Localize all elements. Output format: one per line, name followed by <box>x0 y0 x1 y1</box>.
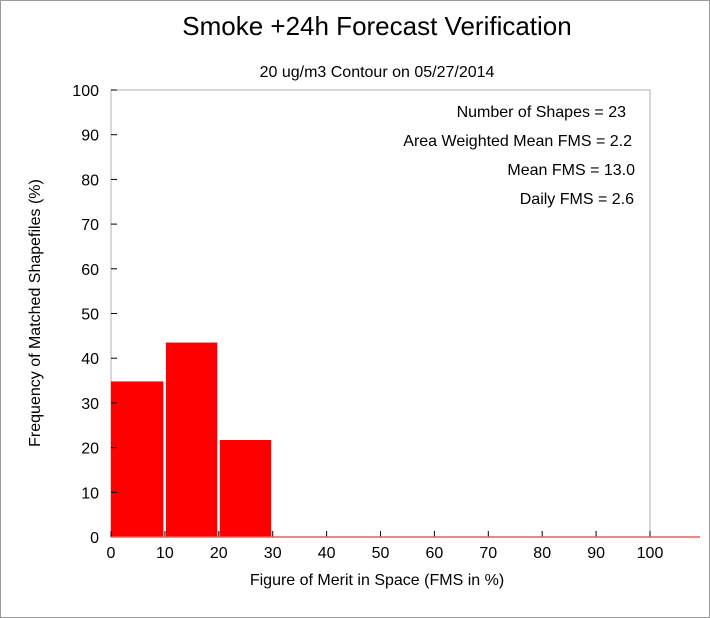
x-tick-label: 30 <box>264 545 282 562</box>
x-tick-label: 80 <box>533 545 551 562</box>
x-tick-label: 50 <box>372 545 390 562</box>
annotation-area-weighted-mean-fms: Area Weighted Mean FMS = 2.2 <box>403 133 632 150</box>
y-tick-label: 50 <box>81 307 99 324</box>
y-tick-label: 70 <box>81 217 99 234</box>
y-tick-label: 0 <box>90 530 99 547</box>
y-tick-label: 60 <box>81 262 99 279</box>
x-tick-label: 90 <box>587 545 605 562</box>
x-tick-label: 70 <box>479 545 497 562</box>
y-tick-label: 10 <box>81 485 99 502</box>
annotation-daily-fms: Daily FMS = 2.6 <box>520 191 634 208</box>
y-tick-label: 90 <box>81 128 99 145</box>
x-tick-label: 100 <box>637 545 664 562</box>
y-tick-label: 40 <box>81 351 99 368</box>
y-tick-label: 20 <box>81 441 99 458</box>
histogram-bar <box>219 440 272 537</box>
chart-subtitle: 20 ug/m3 Contour on 05/27/2014 <box>260 64 495 81</box>
y-tick-label: 80 <box>81 172 99 189</box>
annotation-number-of-shapes: Number of Shapes = 23 <box>457 104 627 121</box>
histogram-bar <box>165 342 218 537</box>
y-tick-label: 30 <box>81 396 99 413</box>
y-axis-label: Frequency of Matched Shapefiles (%) <box>27 179 44 447</box>
x-tick-label: 60 <box>426 545 444 562</box>
x-tick-label: 10 <box>156 545 174 562</box>
y-tick-label: 100 <box>72 83 99 100</box>
histogram-bars <box>111 342 272 537</box>
chart-title: Smoke +24h Forecast Verification <box>182 11 571 41</box>
histogram-bar <box>111 381 164 537</box>
x-tick-label: 0 <box>107 545 116 562</box>
x-tick-label: 40 <box>318 545 336 562</box>
y-axis-ticks: 0 10 20 30 40 50 60 70 80 90 100 <box>72 83 117 547</box>
annotation-mean-fms: Mean FMS = 13.0 <box>507 162 635 179</box>
x-axis-ticks: 0 10 20 30 40 50 60 70 80 90 100 <box>107 531 664 562</box>
x-axis-label: Figure of Merit in Space (FMS in %) <box>250 572 504 589</box>
x-tick-label: 20 <box>210 545 228 562</box>
